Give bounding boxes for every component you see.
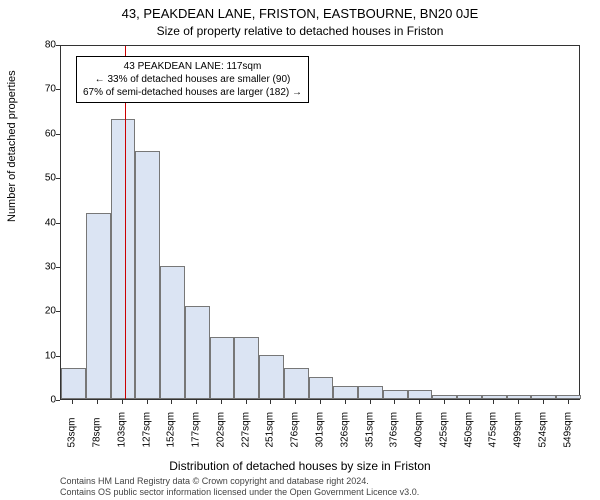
x-tick-mark [270, 400, 271, 404]
x-tick-label: 351sqm [364, 408, 375, 448]
x-tick-mark [370, 400, 371, 404]
histogram-bar [457, 395, 482, 399]
y-tick-mark [56, 267, 60, 268]
y-tick-mark [56, 45, 60, 46]
x-axis-label: Distribution of detached houses by size … [0, 459, 600, 473]
annotation-box: 43 PEAKDEAN LANE: 117sqm← 33% of detache… [76, 56, 309, 103]
histogram-bar [111, 119, 136, 399]
histogram-bar [309, 377, 334, 399]
histogram-bar [358, 386, 383, 399]
x-tick-mark [196, 400, 197, 404]
y-tick-mark [56, 178, 60, 179]
y-tick-mark [56, 400, 60, 401]
y-tick-mark [56, 356, 60, 357]
footer-line-2: Contains OS public sector information li… [60, 487, 419, 498]
x-tick-label: 425sqm [438, 408, 449, 448]
chart-title-main: 43, PEAKDEAN LANE, FRISTON, EASTBOURNE, … [0, 6, 600, 21]
histogram-bar [333, 386, 358, 399]
x-tick-label: 78sqm [92, 408, 103, 448]
annotation-line-1: 43 PEAKDEAN LANE: 117sqm [83, 60, 302, 73]
histogram-bar [86, 213, 111, 399]
histogram-bar [234, 337, 259, 399]
histogram-bar [531, 395, 556, 399]
footer-line-1: Contains HM Land Registry data © Crown c… [60, 476, 419, 487]
x-tick-label: 450sqm [463, 408, 474, 448]
histogram-bar [259, 355, 284, 399]
x-tick-mark [295, 400, 296, 404]
plot-area: 43 PEAKDEAN LANE: 117sqm← 33% of detache… [60, 45, 580, 400]
x-tick-mark [97, 400, 98, 404]
histogram-bar [507, 395, 532, 399]
x-tick-label: 301sqm [315, 408, 326, 448]
y-tick-label: 80 [45, 40, 56, 51]
histogram-bar [185, 306, 210, 399]
x-tick-mark [568, 400, 569, 404]
histogram-bar [432, 395, 457, 399]
y-tick-label: 30 [45, 261, 56, 272]
x-tick-mark [469, 400, 470, 404]
annotation-line-2: ← 33% of detached houses are smaller (90… [83, 73, 302, 86]
chart-title-sub: Size of property relative to detached ho… [0, 24, 600, 38]
x-tick-mark [543, 400, 544, 404]
x-tick-label: 475sqm [488, 408, 499, 448]
histogram-bar [284, 368, 309, 399]
histogram-bar [383, 390, 408, 399]
y-tick-mark [56, 89, 60, 90]
y-axis-label: Number of detached properties [6, 70, 18, 222]
y-tick-label: 60 [45, 128, 56, 139]
histogram-bar [160, 266, 185, 399]
x-tick-mark [122, 400, 123, 404]
x-tick-mark [171, 400, 172, 404]
y-tick-mark [56, 311, 60, 312]
y-tick-label: 70 [45, 84, 56, 95]
x-tick-mark [493, 400, 494, 404]
x-tick-label: 400sqm [414, 408, 425, 448]
x-tick-label: 549sqm [562, 408, 573, 448]
x-tick-mark [320, 400, 321, 404]
x-tick-label: 227sqm [240, 408, 251, 448]
x-tick-mark [345, 400, 346, 404]
x-tick-label: 499sqm [513, 408, 524, 448]
x-tick-label: 251sqm [265, 408, 276, 448]
x-tick-mark [246, 400, 247, 404]
x-tick-mark [72, 400, 73, 404]
histogram-bar [482, 395, 507, 399]
chart-footer: Contains HM Land Registry data © Crown c… [60, 476, 419, 498]
y-tick-label: 40 [45, 217, 56, 228]
histogram-bar [135, 151, 160, 400]
histogram-bar [556, 395, 581, 399]
histogram-bar [61, 368, 86, 399]
x-tick-label: 53sqm [67, 408, 78, 448]
x-tick-label: 276sqm [290, 408, 301, 448]
x-tick-mark [394, 400, 395, 404]
y-tick-label: 20 [45, 306, 56, 317]
y-tick-mark [56, 134, 60, 135]
x-tick-label: 152sqm [166, 408, 177, 448]
x-tick-mark [147, 400, 148, 404]
histogram-bar [210, 337, 235, 399]
x-tick-label: 326sqm [339, 408, 350, 448]
histogram-bar [408, 390, 433, 399]
y-tick-label: 10 [45, 350, 56, 361]
x-tick-label: 376sqm [389, 408, 400, 448]
y-tick-label: 50 [45, 173, 56, 184]
x-tick-label: 103sqm [116, 408, 127, 448]
annotation-line-3: 67% of semi-detached houses are larger (… [83, 86, 302, 99]
x-tick-label: 177sqm [191, 408, 202, 448]
x-tick-mark [444, 400, 445, 404]
x-tick-label: 524sqm [537, 408, 548, 448]
x-tick-mark [518, 400, 519, 404]
x-tick-label: 127sqm [141, 408, 152, 448]
y-tick-mark [56, 223, 60, 224]
histogram-chart: 43, PEAKDEAN LANE, FRISTON, EASTBOURNE, … [0, 0, 600, 500]
x-tick-mark [221, 400, 222, 404]
x-tick-mark [419, 400, 420, 404]
x-tick-label: 202sqm [215, 408, 226, 448]
